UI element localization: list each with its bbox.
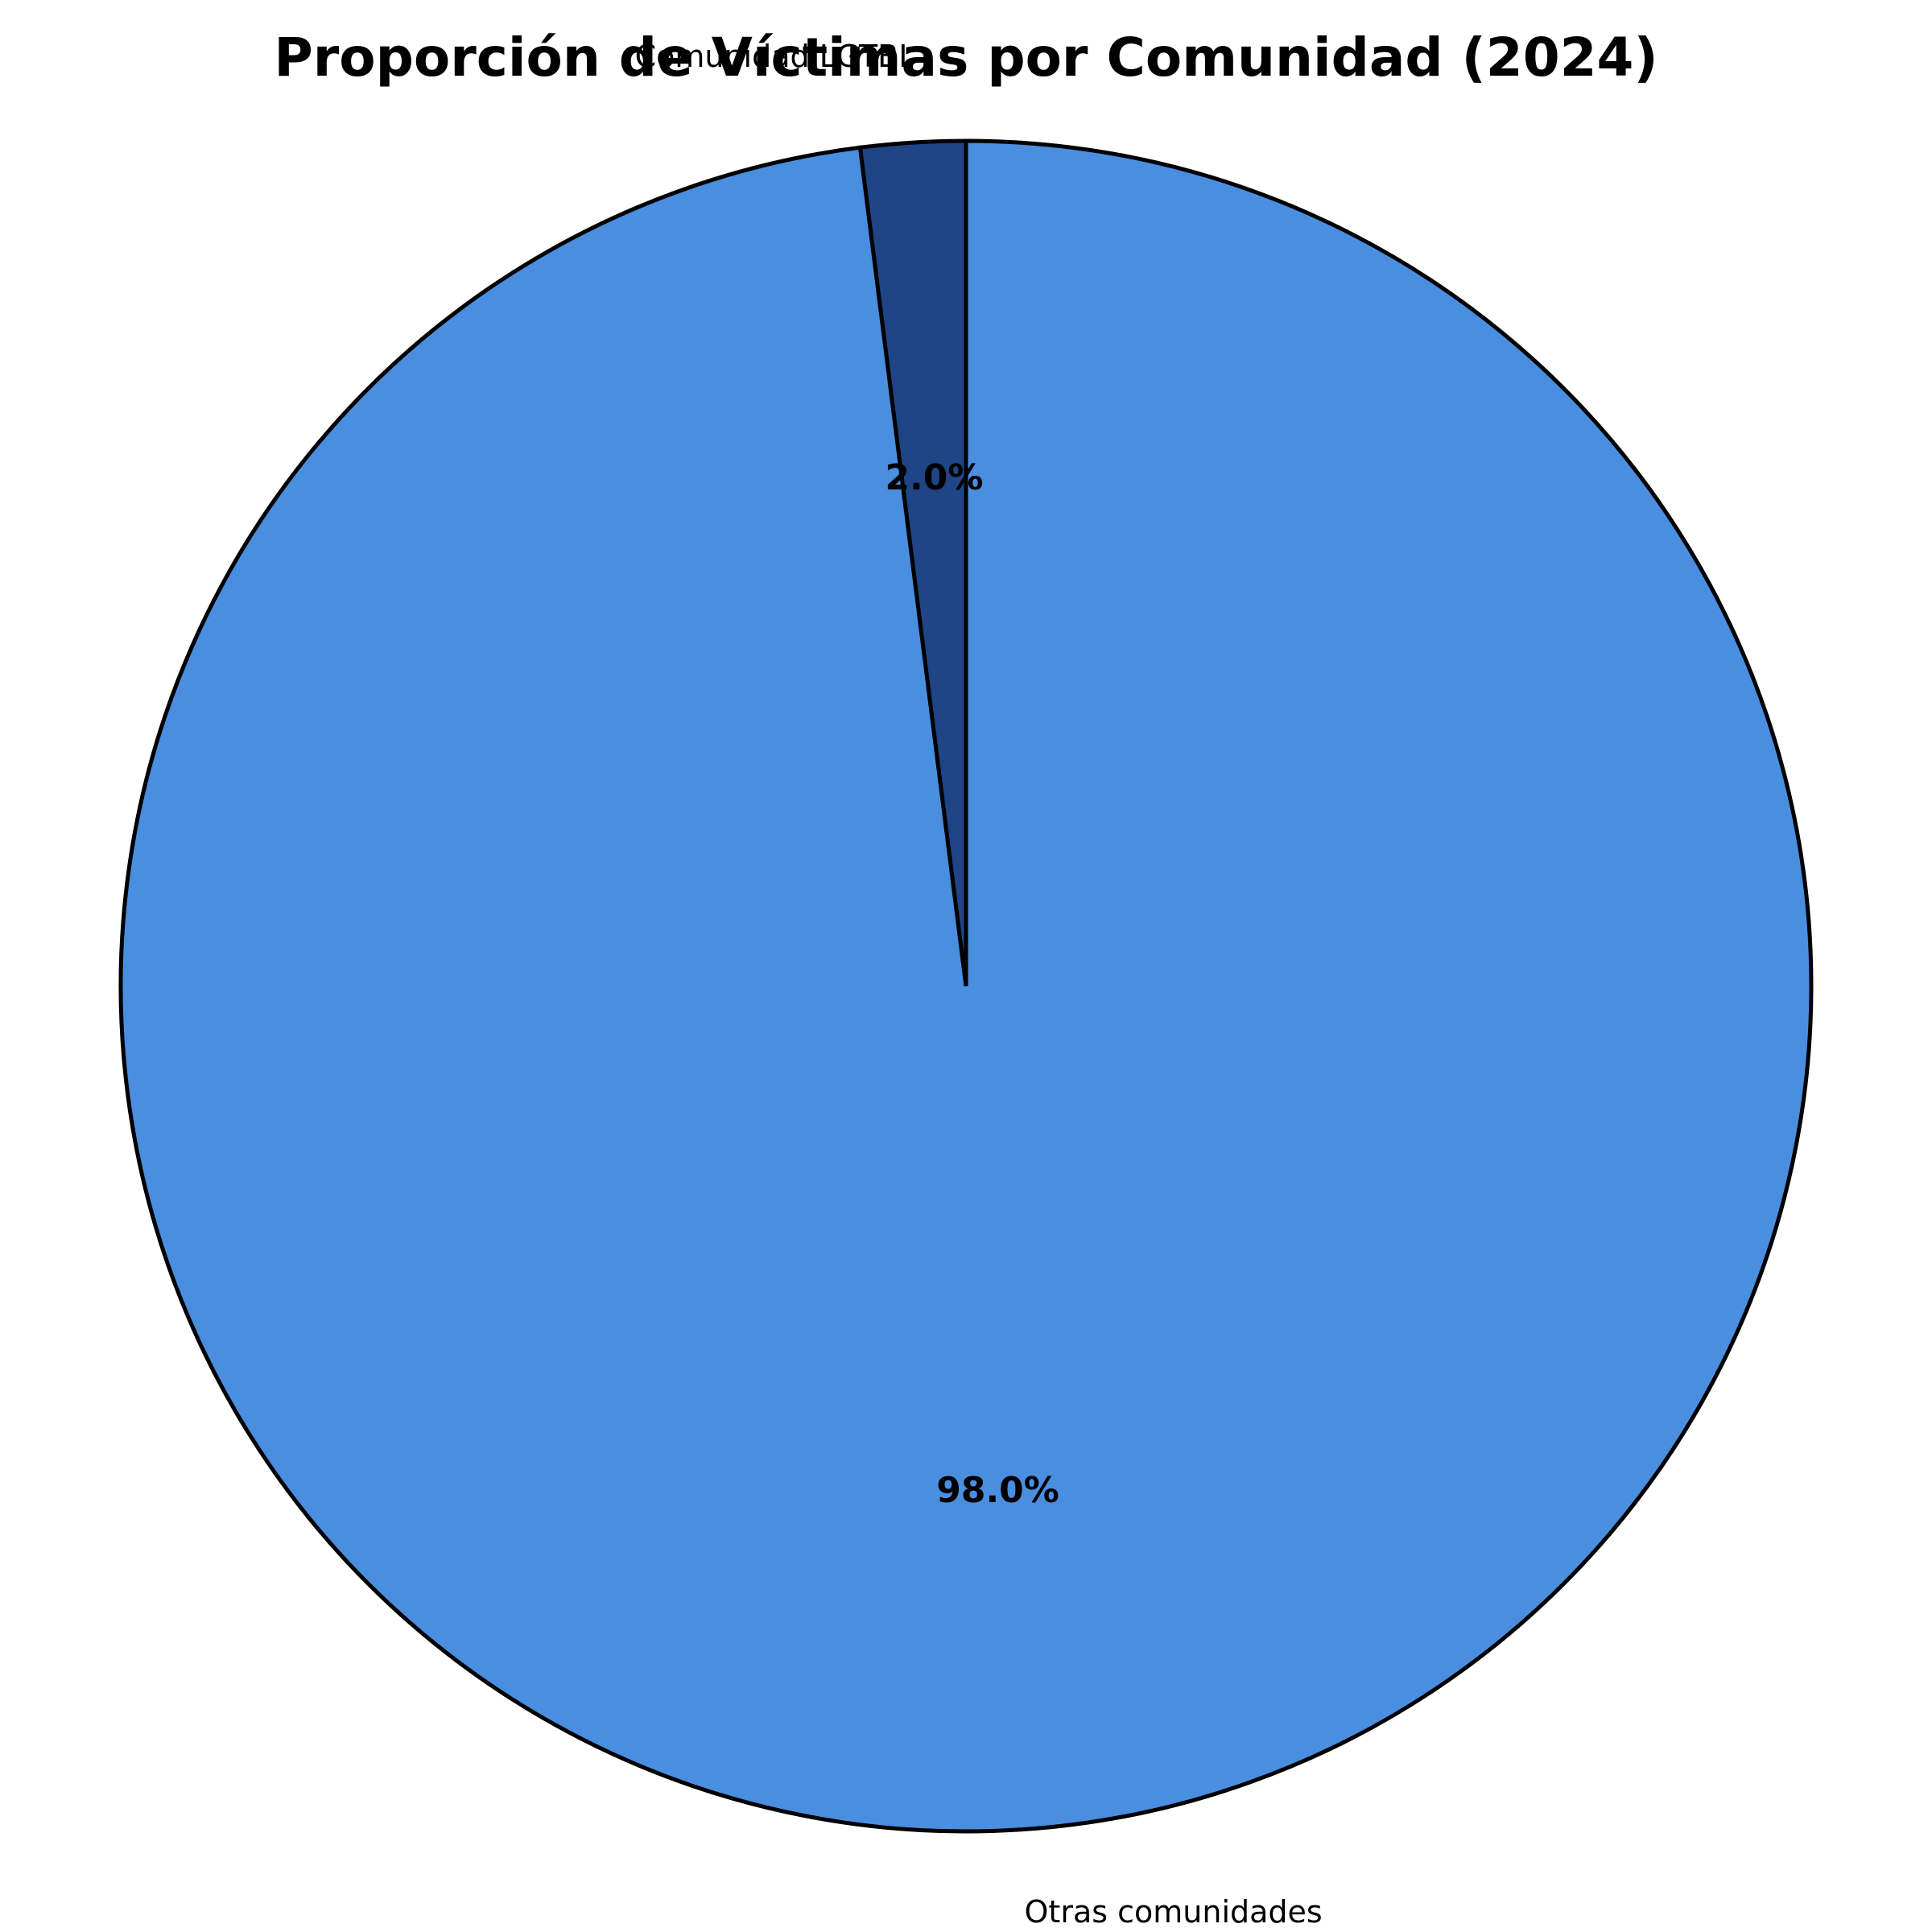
- chart-title: Proporción de Víctimas por Comunidad (20…: [274, 27, 1657, 89]
- slice-percent-label-1: 98.0%: [936, 1470, 1059, 1511]
- slice-category-label-1: Otras comunidades: [1025, 1894, 1323, 1930]
- pie-slice-1: [118, 138, 1814, 1834]
- slice-category-label-0: Comunidad LGTBI: [635, 39, 908, 74]
- slices-layer: [118, 138, 1814, 1834]
- labels-layer: Comunidad LGTBI 2.0% Otras comunidades 98.0…: [635, 39, 1323, 1930]
- slice-percent-label-0: 2.0%: [885, 457, 983, 498]
